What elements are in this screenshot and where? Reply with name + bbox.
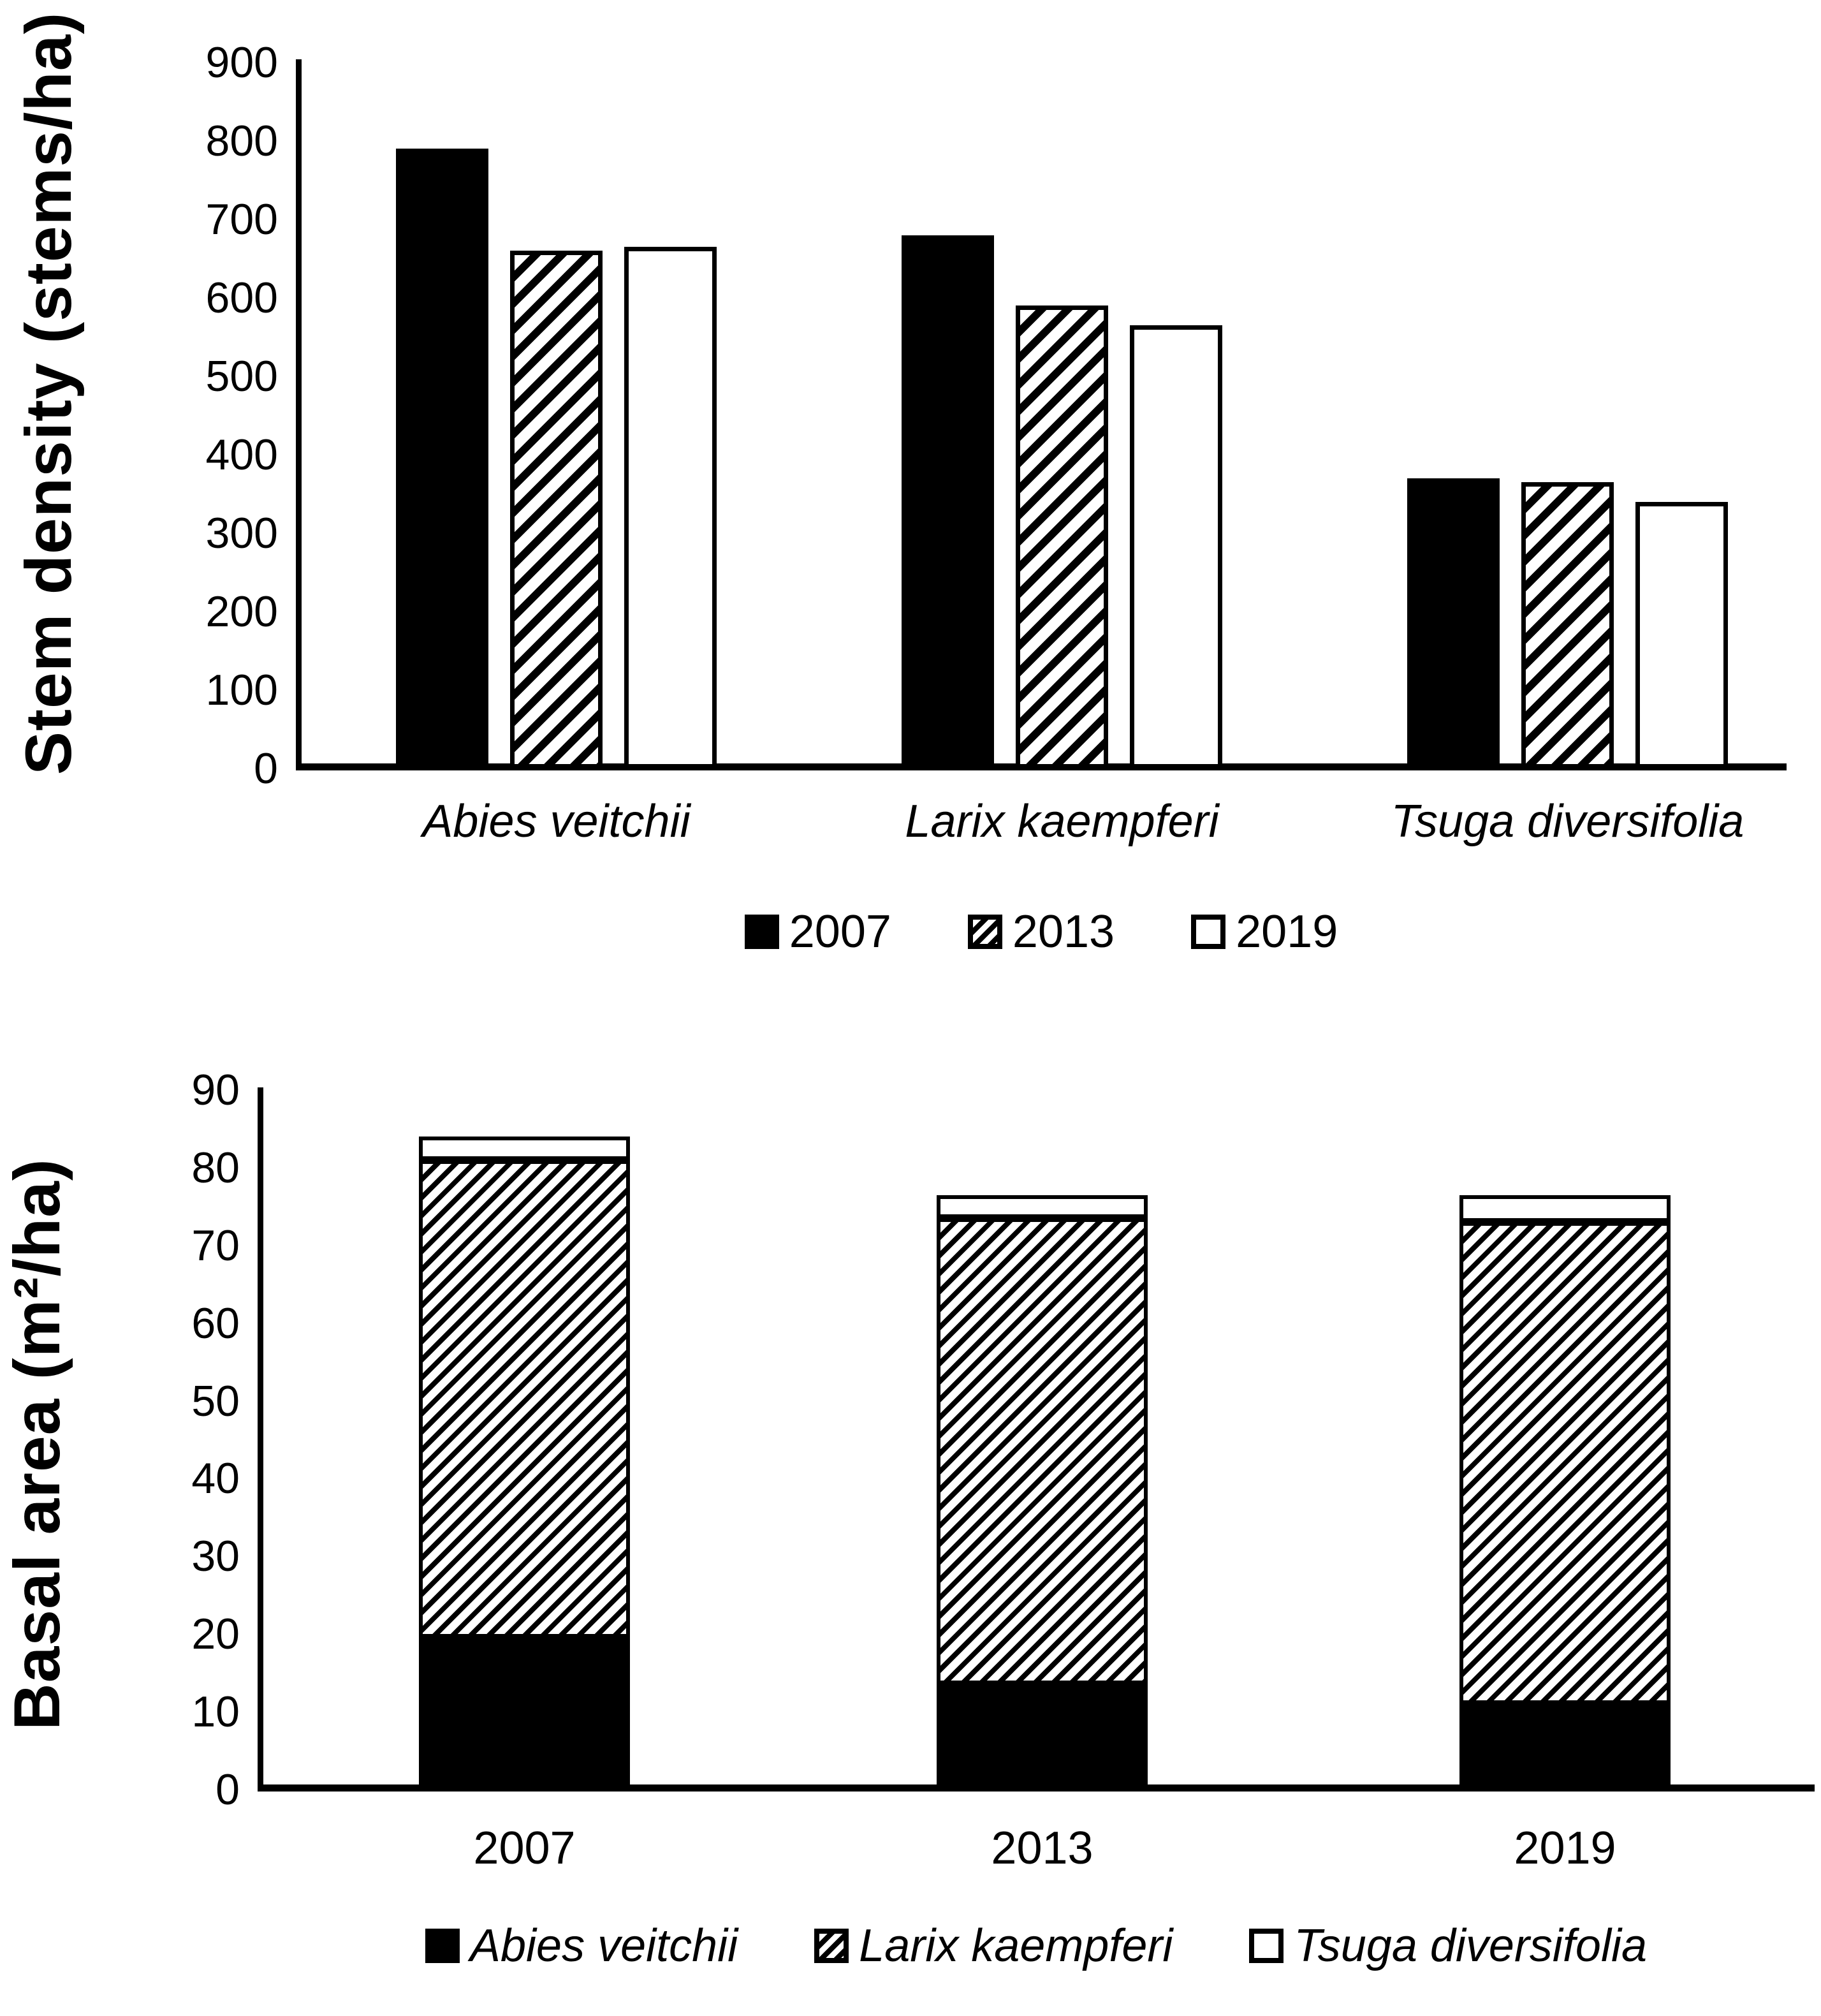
bottom-y-tick-40: 40	[191, 1454, 240, 1503]
top-y-tick-200: 200	[205, 587, 278, 636]
bottom-category-label-2019: 2019	[1514, 1823, 1616, 1874]
top-legend-label-2007: 2007	[789, 906, 891, 957]
top-y-tick-0: 0	[254, 744, 278, 793]
bottom-y-tick-50: 50	[191, 1376, 240, 1425]
top-chart-y-axis-line	[296, 59, 302, 769]
legend-swatch-2019-open-icon	[1191, 915, 1226, 949]
segment-2007-abies-veitchii	[419, 1638, 630, 1790]
top-y-tick-600: 600	[205, 274, 278, 322]
bottom-category-label-2013: 2013	[991, 1823, 1093, 1874]
bottom-y-tick-90: 90	[191, 1066, 240, 1114]
top-legend-item-2013: 2013	[967, 906, 1115, 957]
bottom-chart-y-axis-line	[258, 1087, 263, 1790]
bottom-legend-item-abies-veitchii: Abies veitchii	[425, 1923, 738, 1969]
legend-swatch-abies-veitchii-solid-icon	[425, 1929, 460, 1963]
bar-abies-veitchii-2013	[510, 251, 603, 769]
legend-swatch-2013-hatch-icon	[967, 915, 1002, 949]
segment-2019-tsuga-diversifolia	[1459, 1195, 1671, 1223]
top-y-tick-900: 900	[205, 38, 278, 87]
legend-swatch-larix-kaempferi-hatch-icon	[814, 1929, 849, 1963]
bar-abies-veitchii-2019	[624, 247, 717, 769]
bottom-legend-label-tsuga-diversifolia: Tsuga diversifolia	[1294, 1920, 1647, 1971]
bar-tsuga-diversifolia-2013	[1521, 482, 1614, 769]
top-legend-label-2013: 2013	[1012, 906, 1115, 957]
bottom-y-tick-0: 0	[216, 1765, 240, 1814]
top-y-tick-500: 500	[205, 352, 278, 401]
segment-2007-larix-kaempferi	[419, 1159, 630, 1638]
top-legend-item-2019: 2019	[1191, 909, 1338, 955]
top-category-label-abies-veitchii: Abies veitchii	[422, 796, 691, 847]
bottom-legend-item-larix-kaempferi: Larix kaempferi	[814, 1923, 1173, 1969]
bar-larix-kaempferi-2019	[1130, 325, 1222, 769]
legend-swatch-2007-solid-icon	[744, 915, 779, 949]
bottom-chart-legend: Abies veitchii Larix kaempferi Tsuga diver…	[258, 1923, 1815, 1969]
top-category-label-tsuga-diversifolia: Tsuga diversifolia	[1391, 796, 1744, 847]
bar-abies-veitchii-2007	[396, 149, 488, 769]
segment-2019-larix-kaempferi	[1459, 1222, 1671, 1704]
bottom-y-tick-80: 80	[191, 1143, 240, 1192]
bar-tsuga-diversifolia-2019	[1635, 501, 1728, 769]
top-y-tick-400: 400	[205, 430, 278, 479]
bar-larix-kaempferi-2013	[1016, 305, 1108, 769]
legend-swatch-tsuga-diversifolia-open-icon	[1249, 1929, 1284, 1963]
bottom-y-tick-10: 10	[191, 1688, 240, 1737]
top-category-label-larix-kaempferi: Larix kaempferi	[905, 796, 1219, 847]
bar-larix-kaempferi-2007	[902, 235, 994, 769]
top-y-tick-800: 800	[205, 117, 278, 165]
bottom-category-label-2007: 2007	[473, 1823, 576, 1874]
top-y-tick-100: 100	[205, 666, 278, 714]
bottom-y-tick-20: 20	[191, 1610, 240, 1659]
bottom-y-tick-60: 60	[191, 1299, 240, 1348]
bar-tsuga-diversifolia-2007	[1407, 478, 1500, 769]
top-y-tick-300: 300	[205, 509, 278, 557]
segment-2013-abies-veitchii	[937, 1684, 1148, 1790]
segment-2013-larix-kaempferi	[937, 1218, 1148, 1685]
top-y-tick-700: 700	[205, 195, 278, 244]
bottom-legend-label-larix-kaempferi: Larix kaempferi	[859, 1920, 1173, 1971]
top-legend-label-2019: 2019	[1236, 906, 1338, 957]
segment-2019-abies-veitchii	[1459, 1703, 1671, 1790]
segment-2007-tsuga-diversifolia	[419, 1137, 630, 1160]
bottom-legend-item-tsuga-diversifolia: Tsuga diversifolia	[1249, 1923, 1647, 1969]
segment-2013-tsuga-diversifolia	[937, 1195, 1148, 1219]
bottom-legend-label-abies-veitchii: Abies veitchii	[469, 1920, 738, 1971]
top-chart-legend: 2007 2013 2019	[296, 909, 1787, 955]
top-legend-item-2007: 2007	[744, 906, 891, 957]
bottom-y-tick-70: 70	[191, 1221, 240, 1270]
bottom-y-tick-30: 30	[191, 1532, 240, 1581]
